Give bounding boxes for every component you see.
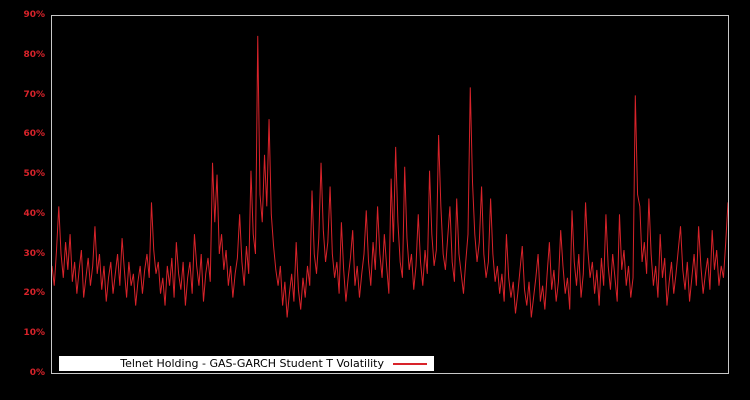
y-tick-label: 80% — [23, 49, 45, 60]
y-tick-label: 40% — [23, 208, 45, 219]
y-tick-label: 70% — [23, 89, 45, 100]
legend-label: Telnet Holding - GAS-GARCH Student T Vol… — [120, 357, 384, 370]
plot-area: Telnet Holding - GAS-GARCH Student T Vol… — [51, 15, 729, 374]
legend-line-sample — [393, 362, 427, 365]
y-tick-label: 0% — [29, 368, 45, 378]
series-canvas — [52, 35, 728, 318]
y-tick-label: 90% — [23, 10, 45, 20]
y-tick-label: 60% — [23, 129, 45, 140]
y-tick-label: 30% — [23, 248, 45, 259]
y-tick-label: 10% — [23, 328, 45, 339]
volatility-series — [52, 35, 728, 318]
y-axis: 0% 10% 20% 30% 40% 50% 60% 70% 80% 90% — [0, 0, 45, 400]
y-tick-label: 20% — [23, 288, 45, 299]
legend: Telnet Holding - GAS-GARCH Student T Vol… — [59, 356, 434, 371]
y-tick-label: 50% — [23, 169, 45, 180]
